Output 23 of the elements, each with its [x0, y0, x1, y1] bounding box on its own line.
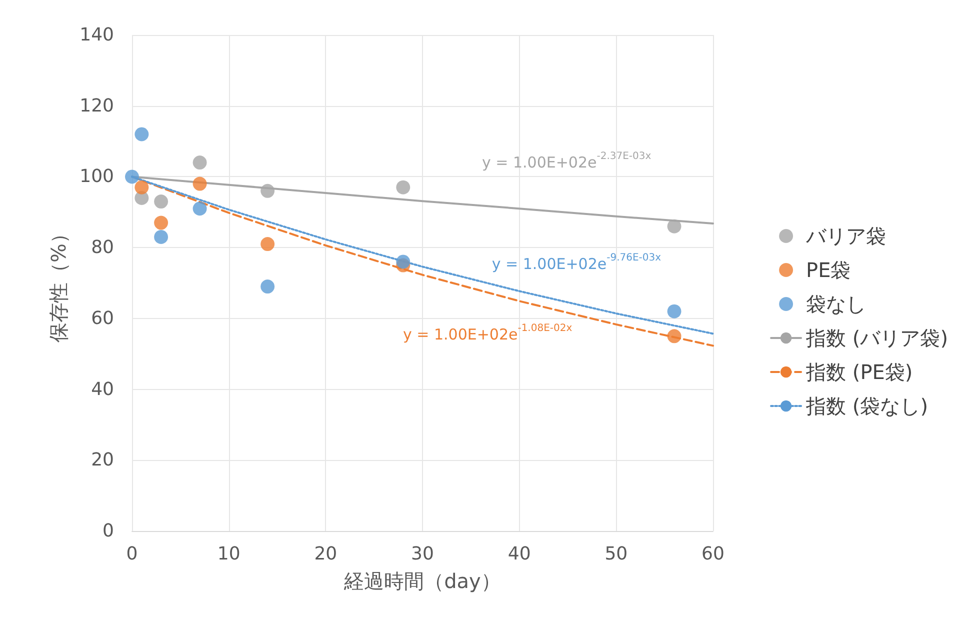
x-tick-label: 30: [411, 544, 434, 564]
legend-label: 指数 (PE袋): [805, 360, 913, 384]
x-tick-label: 60: [702, 544, 724, 564]
legend-label: PE袋: [806, 258, 851, 282]
y-tick-label: 0: [102, 520, 114, 542]
legend-label: 指数 (袋なし): [805, 394, 928, 418]
x-axis-title: 経過時間（day）: [343, 569, 501, 593]
y-tick-label: 60: [91, 308, 114, 329]
y-tick-label: 140: [80, 24, 114, 46]
y-tick-label: 20: [91, 450, 114, 471]
legend-label: 袋なし: [806, 292, 866, 316]
y-tick-label: 100: [80, 166, 114, 188]
y-tick-label: 40: [91, 378, 114, 400]
legend-label: 指数 (バリア袋): [805, 326, 948, 350]
x-tick-label: 10: [217, 544, 240, 564]
x-tick-label: 20: [314, 544, 338, 564]
y-tick-label: 120: [80, 95, 114, 116]
x-tick-label: 50: [604, 544, 628, 564]
x-tick-label: 40: [508, 544, 531, 564]
y-axis-title: 保存性（%）: [46, 223, 71, 343]
x-tick-label: 0: [126, 544, 138, 564]
y-tick-label: 80: [91, 237, 114, 258]
legend-label: バリア袋: [805, 224, 886, 248]
